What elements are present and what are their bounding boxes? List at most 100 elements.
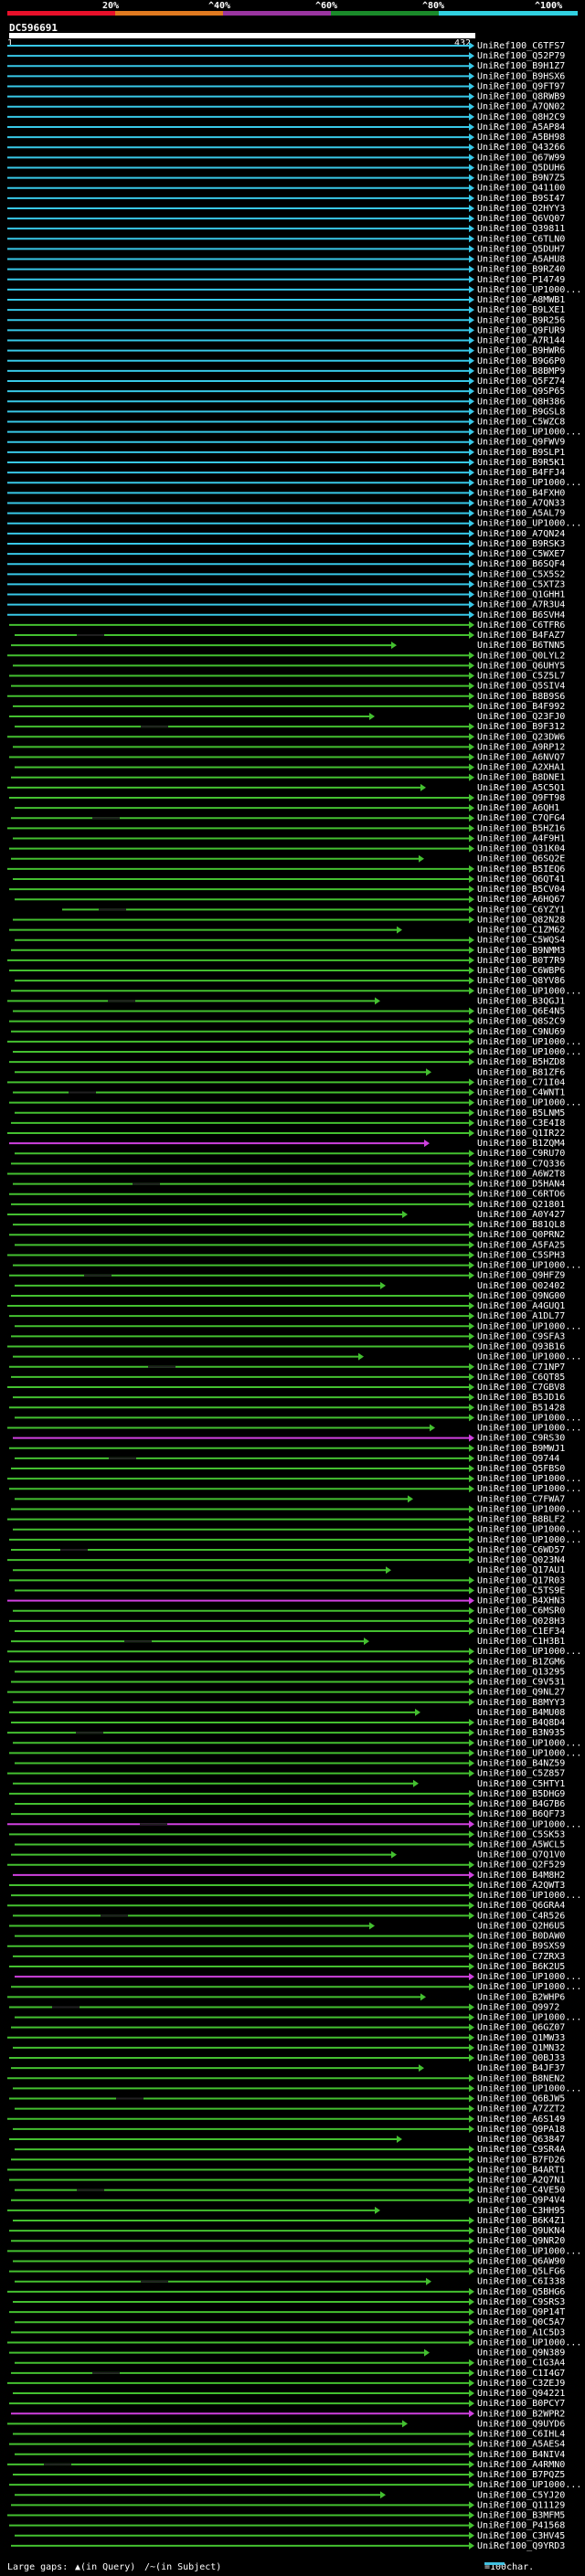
hit-label[interactable]: UniRef100_Q0LYL2 — [477, 651, 565, 661]
hit-label[interactable]: UniRef100_Q2H6U5 — [477, 1922, 565, 1932]
hit-label[interactable]: UniRef100_B9SI47 — [477, 194, 565, 204]
hit-row[interactable]: UniRef100_C6IHL4 — [13, 2430, 565, 2440]
hit-row[interactable]: UniRef100_B4ART1 — [7, 2165, 565, 2175]
hit-label[interactable]: UniRef100_Q23FJ0 — [477, 712, 565, 722]
hit-label[interactable]: UniRef100_A5FA25 — [477, 1240, 565, 1250]
hit-row[interactable]: UniRef100_A6QH1 — [15, 803, 559, 813]
hit-row[interactable]: UniRef100_B3N935 — [7, 1728, 565, 1738]
hit-label[interactable]: UniRef100_UP1000... — [477, 1647, 581, 1657]
hit-row[interactable]: UniRef100_B0PCY7 — [9, 2399, 565, 2409]
hit-row[interactable]: UniRef100_UP1000... — [13, 1352, 581, 1362]
hit-label[interactable]: UniRef100_UP1000... — [477, 1748, 581, 1758]
hit-row[interactable]: UniRef100_B1ZGM6 — [9, 1657, 565, 1667]
hit-label[interactable]: UniRef100_B5JD16 — [477, 1393, 565, 1403]
hit-row[interactable]: UniRef100_Q17AU1 — [13, 1565, 565, 1575]
hit-label[interactable]: UniRef100_B8B9S6 — [477, 692, 565, 702]
hit-row[interactable]: UniRef100_Q23DW6 — [7, 732, 565, 742]
hit-label[interactable]: UniRef100_C1EF34 — [477, 1627, 565, 1637]
hit-row[interactable]: UniRef100_C3ZEJ9 — [7, 2379, 565, 2389]
hit-row[interactable]: UniRef100_B8DNE1 — [11, 773, 565, 783]
hit-row[interactable]: UniRef100_Q2F529 — [7, 1860, 565, 1871]
hit-label[interactable]: UniRef100_A7ZZT2 — [477, 2104, 565, 2115]
hit-row[interactable]: UniRef100_C71I04 — [7, 1077, 565, 1087]
hit-label[interactable]: UniRef100_UP1000... — [477, 1982, 581, 1992]
hit-row[interactable]: UniRef100_Q9UYD6 — [7, 2419, 565, 2429]
hit-label[interactable]: UniRef100_Q9SP65 — [477, 387, 565, 397]
hit-row[interactable]: UniRef100_C9SR4A — [15, 2145, 565, 2155]
hit-label[interactable]: UniRef100_C6QT85 — [477, 1373, 565, 1383]
hit-label[interactable]: UniRef100_A7R3U4 — [477, 600, 565, 610]
hit-row[interactable]: UniRef100_Q6GRA4 — [7, 1901, 565, 1911]
hit-row[interactable]: UniRef100_Q0LYL2 — [7, 651, 565, 661]
hit-label[interactable]: UniRef100_UP1000... — [477, 1037, 581, 1047]
hit-row[interactable]: UniRef100_C6TFR6 — [9, 620, 565, 631]
hit-row[interactable]: UniRef100_Q028H3 — [9, 1617, 565, 1627]
hit-row[interactable]: UniRef100_UP1000... — [9, 1535, 581, 1545]
hit-label[interactable]: UniRef100_A4GUQ1 — [477, 1301, 565, 1311]
hit-label[interactable]: UniRef100_Q6GRA4 — [477, 1901, 565, 1911]
hit-label[interactable]: UniRef100_A5AES4 — [477, 2440, 565, 2450]
hit-label[interactable]: UniRef100_Q1IR22 — [477, 1129, 565, 1139]
hit-label[interactable]: UniRef100_C7FWA7 — [477, 1494, 565, 1504]
hit-label[interactable]: UniRef100_Q5FZ74 — [477, 376, 565, 387]
hit-label[interactable]: UniRef100_C9RS30 — [477, 1434, 565, 1444]
hit-label[interactable]: UniRef100_B9HWR6 — [477, 346, 565, 356]
hit-row[interactable]: UniRef100_UP1000... — [7, 1474, 581, 1484]
hit-row[interactable]: UniRef100_Q6SQ2E — [11, 854, 565, 864]
hit-row[interactable]: UniRef100_UP1000... — [7, 1037, 581, 1047]
hit-label[interactable]: UniRef100_Q6QT41 — [477, 875, 565, 885]
hit-row[interactable]: UniRef100_A4F9H1 — [13, 834, 565, 844]
hit-row[interactable]: UniRef100_C4R526 — [13, 1911, 565, 1921]
hit-label[interactable]: UniRef100_Q8YV86 — [477, 976, 565, 986]
hit-label[interactable]: UniRef100_C1G3A4 — [477, 2359, 565, 2369]
hit-label[interactable]: UniRef100_Q82N28 — [477, 915, 565, 925]
hit-label[interactable]: UniRef100_B6K2U5 — [477, 1962, 565, 1972]
hit-label[interactable]: UniRef100_Q8S2C9 — [477, 1017, 565, 1027]
hit-label[interactable]: UniRef100_UP1000... — [477, 1098, 581, 1108]
hit-label[interactable]: UniRef100_Q8H386 — [477, 397, 565, 407]
hit-row[interactable]: UniRef100_Q0BJ33 — [9, 2053, 565, 2063]
hit-row[interactable]: UniRef100_Q8S2C9 — [9, 1017, 565, 1027]
hit-label[interactable]: UniRef100_A5AL79 — [477, 509, 565, 519]
hit-row[interactable]: UniRef100_Q6UHY5 — [13, 661, 565, 671]
hit-row[interactable]: UniRef100_UP1000... — [7, 478, 581, 488]
hit-label[interactable]: UniRef100_A2XHA1 — [477, 763, 565, 773]
hit-row[interactable]: UniRef100_Q9NR20 — [11, 2236, 565, 2246]
hit-row[interactable]: UniRef100_Q52P79 — [7, 51, 565, 61]
hit-label[interactable]: UniRef100_A4F9H1 — [477, 834, 565, 844]
hit-row[interactable]: UniRef100_A4GUQ1 — [7, 1301, 565, 1311]
hit-label[interactable]: UniRef100_Q9NR20 — [477, 2236, 565, 2246]
hit-label[interactable]: UniRef100_A7QN24 — [477, 529, 565, 539]
hit-label[interactable]: UniRef100_Q2F529 — [477, 1860, 565, 1871]
hit-label[interactable]: UniRef100_A4RMN0 — [477, 2460, 565, 2470]
hit-label[interactable]: UniRef100_C71NP7 — [477, 1362, 565, 1373]
hit-label[interactable]: UniRef100_C5Z857 — [477, 1769, 565, 1779]
hit-label[interactable]: UniRef100_B81ZF6 — [477, 1067, 565, 1077]
hit-row[interactable]: UniRef100_B9HSX6 — [7, 71, 565, 81]
hit-label[interactable]: UniRef100_B0PCY7 — [477, 2399, 565, 2409]
hit-row[interactable]: UniRef100_B9N7Z5 — [7, 174, 565, 184]
hit-row[interactable]: UniRef100_B5HZD8 — [9, 1057, 565, 1067]
hit-label[interactable]: UniRef100_C5TS9E — [477, 1586, 565, 1596]
hit-label[interactable]: UniRef100_Q6AW90 — [477, 2257, 565, 2267]
hit-label[interactable]: UniRef100_B9G6P0 — [477, 356, 565, 366]
hit-row[interactable]: UniRef100_Q9P4V4 — [11, 2196, 565, 2206]
hit-row[interactable]: UniRef100_Q1MN32 — [13, 2043, 565, 2053]
hit-label[interactable]: UniRef100_Q6E4N5 — [477, 1007, 565, 1017]
hit-label[interactable]: UniRef100_Q9744 — [477, 1454, 559, 1464]
hit-label[interactable]: UniRef100_B9GSL8 — [477, 407, 565, 417]
hit-row[interactable]: UniRef100_Q9PA18 — [13, 2125, 565, 2135]
hit-row[interactable]: UniRef100_C3HV45 — [15, 2531, 565, 2541]
hit-label[interactable]: UniRef100_B9N7Z5 — [477, 174, 565, 184]
hit-row[interactable]: UniRef100_B4JF37 — [11, 2063, 565, 2073]
hit-label[interactable]: UniRef100_B4NZ59 — [477, 1759, 565, 1769]
hit-row[interactable]: UniRef100_Q1GHH1 — [7, 590, 565, 600]
hit-label[interactable]: UniRef100_C6IHL4 — [477, 2430, 565, 2440]
hit-row[interactable]: UniRef100_B5DHG9 — [9, 1789, 565, 1799]
hit-row[interactable]: UniRef100_C5WQS4 — [15, 936, 565, 946]
hit-label[interactable]: UniRef100_Q31K04 — [477, 844, 565, 854]
hit-row[interactable]: UniRef100_UP1000... — [11, 1505, 581, 1515]
hit-row[interactable]: UniRef100_C9NU69 — [11, 1027, 565, 1037]
hit-label[interactable]: UniRef100_C7Q336 — [477, 1159, 565, 1169]
hit-label[interactable]: UniRef100_B9HSX6 — [477, 71, 565, 81]
